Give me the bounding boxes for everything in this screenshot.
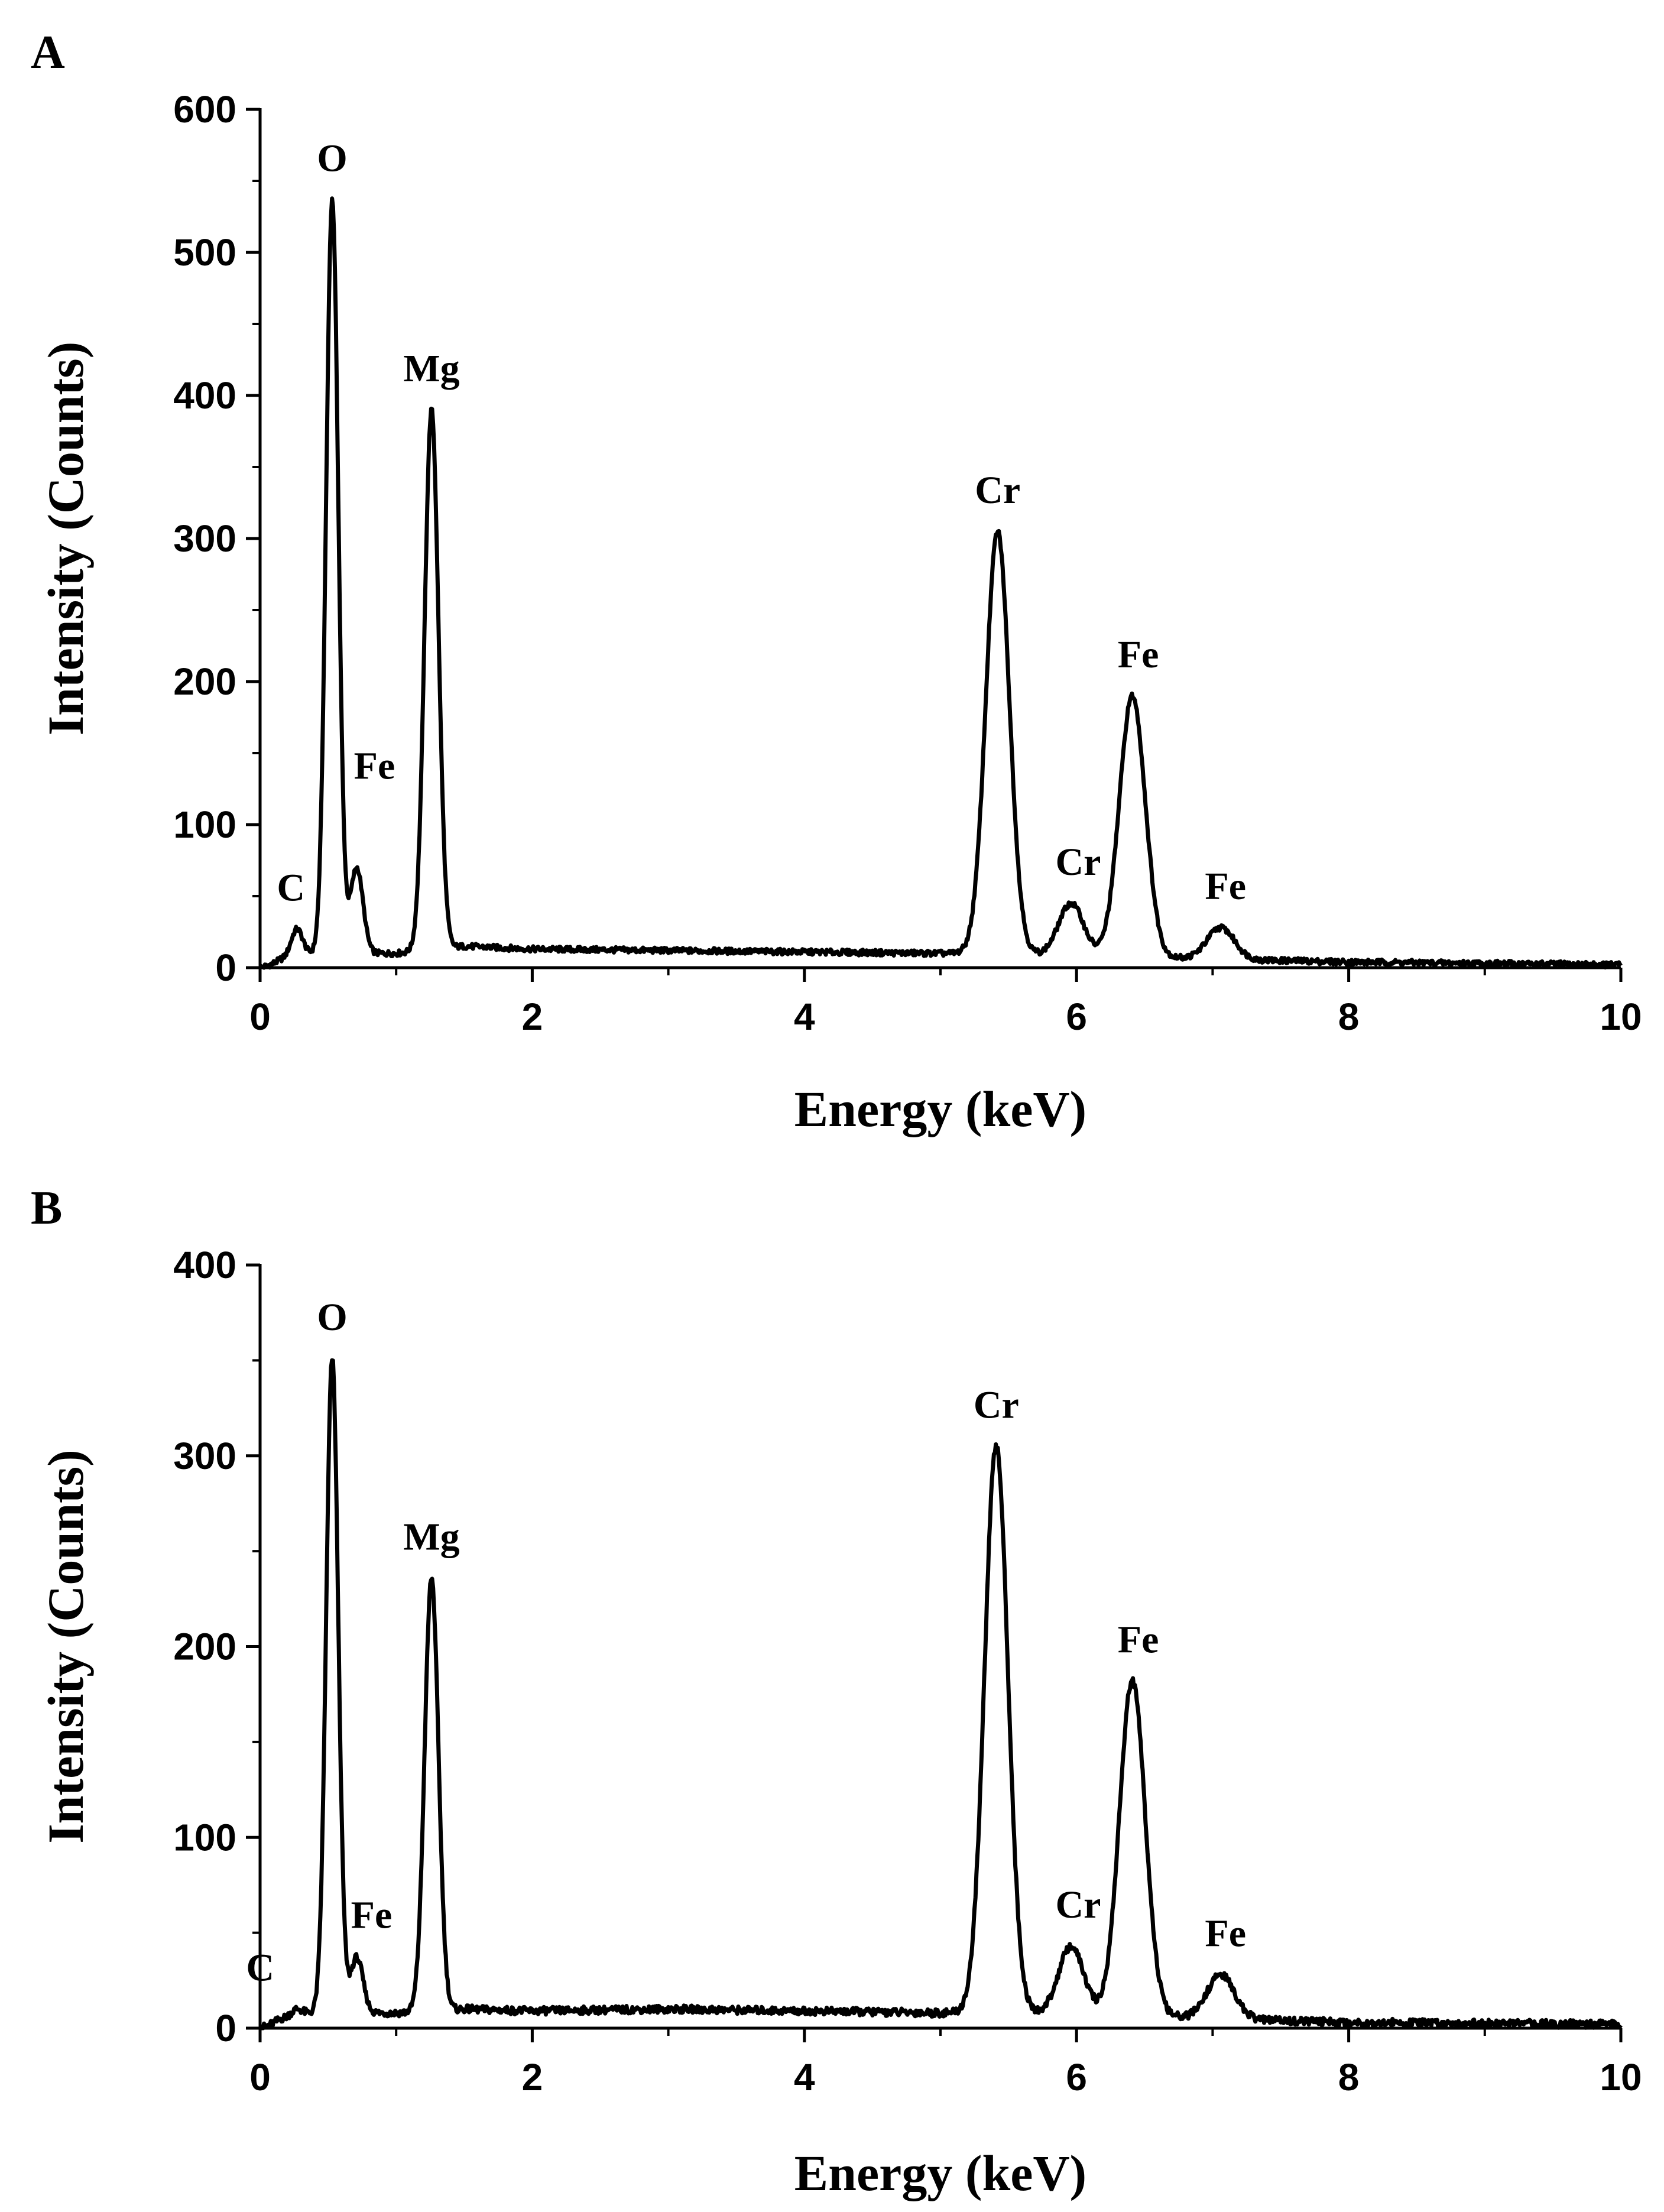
peak-label-mg: Mg: [403, 1515, 459, 1558]
x-tick-label: 10: [1600, 995, 1642, 1038]
y-tick-label: 400: [173, 1244, 236, 1286]
x-tick-label: 8: [1338, 2056, 1360, 2099]
panel-b: B 0 100 200 300 400 0 2 4 6 8 10 Energy (keV) Intensi…: [31, 1182, 1642, 2201]
x-axis-title: Energy (keV): [794, 2145, 1086, 2201]
x-axis-title: Energy (keV): [794, 1081, 1086, 1137]
peak-label-cr: Cr: [974, 1384, 1019, 1427]
panel-label: A: [31, 27, 65, 79]
y-tick-label: 100: [173, 1816, 236, 1859]
x-tick-label: 2: [522, 2056, 543, 2099]
y-tick-label: 200: [173, 660, 236, 703]
y-tick-label: 200: [173, 1626, 236, 1668]
x-tick-label: 0: [249, 995, 271, 1038]
x-tick-label: 4: [794, 2056, 815, 2099]
spectrum-line: [259, 1358, 1623, 2031]
x-tick-label: 4: [794, 995, 815, 1038]
x-tick-label: 6: [1066, 2056, 1087, 2099]
y-tick-label: 0: [215, 946, 236, 989]
y-axis-title: Intensity (Counts): [37, 342, 94, 736]
y-tick-label: 100: [173, 803, 236, 846]
peak-label-mg: Mg: [403, 347, 459, 390]
peak-label-c: C: [246, 1947, 274, 1990]
y-tick-label: 500: [173, 231, 236, 274]
x-tick-label: 10: [1600, 2056, 1642, 2099]
peak-label-cr: Cr: [975, 469, 1020, 512]
y-tick-label: 600: [173, 88, 236, 131]
y-tick-label: 300: [173, 517, 236, 560]
x-tick-label: 2: [522, 995, 543, 1038]
peak-label-cr: Cr: [1056, 1883, 1101, 1926]
peak-label-fe: Fe: [1118, 633, 1159, 676]
panel-label: B: [31, 1182, 62, 1234]
peak-label-cr: Cr: [1056, 841, 1101, 884]
peak-label-fe: Fe: [1118, 1619, 1159, 1662]
peak-label-fe: Fe: [1205, 1912, 1246, 1955]
panel-a: A 0 100 200 300 400 500 600 0 2 4 6 8 10 Energy (keV) I…: [31, 27, 1642, 1137]
x-tick-label: 8: [1338, 995, 1360, 1038]
y-axis-title: Intensity (Counts): [37, 1449, 94, 1844]
peak-label-c: C: [277, 867, 305, 910]
peak-label-fe: Fe: [354, 745, 395, 788]
x-tick-label: 6: [1066, 995, 1087, 1038]
peak-label-o: O: [317, 1296, 347, 1339]
y-tick-label: 0: [215, 2007, 236, 2049]
y-tick-label: 300: [173, 1435, 236, 1477]
y-tick-label: 400: [173, 374, 236, 417]
spectrum-line: [258, 196, 1623, 970]
peak-label-fe: Fe: [351, 1894, 393, 1937]
x-tick-label: 0: [249, 2056, 271, 2099]
peak-label-fe: Fe: [1205, 865, 1246, 908]
peak-label-o: O: [317, 137, 347, 180]
